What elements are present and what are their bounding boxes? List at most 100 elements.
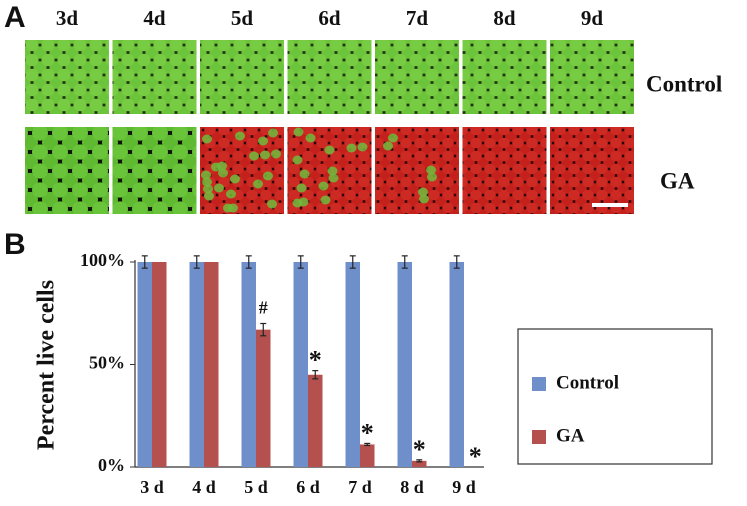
bar — [137, 262, 152, 467]
error-bar — [297, 255, 304, 269]
column-label: 7d — [406, 6, 429, 30]
green-cell — [305, 133, 316, 143]
bar — [397, 262, 412, 467]
green-cell — [346, 143, 357, 153]
micrograph — [112, 127, 197, 214]
significance-marker: * — [309, 346, 322, 375]
row-label: GA — [660, 168, 695, 193]
bar — [189, 262, 204, 467]
green-cell — [299, 169, 310, 179]
x-tick-label: 5 d — [244, 477, 268, 497]
image-grid — [25, 40, 634, 214]
x-tick-label: 9 d — [452, 477, 476, 497]
y-tick-label: 50% — [89, 353, 125, 373]
green-cell — [296, 183, 307, 193]
x-tick-label: 8 d — [400, 477, 424, 497]
bar — [293, 262, 308, 467]
micrograph — [550, 127, 634, 214]
green-cell — [203, 184, 213, 194]
green-cell — [230, 174, 240, 184]
green-cell — [263, 171, 273, 181]
green-cell — [418, 187, 428, 197]
error-bar — [401, 255, 408, 269]
micrograph — [375, 127, 459, 214]
micrograph — [25, 40, 109, 114]
column-label: 6d — [318, 6, 341, 30]
bar — [204, 262, 219, 467]
green-cell — [388, 133, 398, 143]
green-cell — [217, 161, 227, 171]
error-bar — [416, 459, 423, 463]
green-cell — [427, 172, 437, 182]
micrograph — [25, 127, 109, 214]
y-tick-label: 0% — [98, 455, 125, 475]
green-cell — [214, 183, 224, 193]
micrograph — [200, 40, 284, 114]
bar — [241, 262, 256, 467]
bar — [152, 262, 167, 467]
error-bar — [245, 255, 252, 269]
column-label: 9d — [581, 6, 604, 30]
green-cell — [267, 199, 277, 209]
green-cell — [204, 191, 214, 201]
x-tick-label: 7 d — [348, 477, 372, 497]
green-cell — [292, 198, 303, 208]
green-cell — [235, 131, 245, 141]
micrograph — [462, 127, 547, 214]
green-cell — [271, 149, 281, 159]
green-cell — [357, 142, 368, 152]
column-label: 8d — [493, 6, 516, 30]
significance-marker: * — [361, 418, 374, 447]
legend-label: GA — [556, 425, 585, 446]
bar — [360, 444, 375, 467]
legend-label: Control — [556, 372, 619, 393]
micrograph — [287, 40, 372, 114]
x-tick-label: 4 d — [192, 477, 216, 497]
significance-marker: * — [469, 442, 482, 471]
green-cell — [328, 173, 339, 183]
green-cell — [260, 150, 270, 160]
column-label: 4d — [143, 6, 166, 30]
green-cell — [249, 151, 259, 161]
error-bar — [312, 370, 319, 380]
bar — [256, 329, 271, 467]
green-cell — [268, 128, 278, 138]
error-bar — [193, 255, 200, 269]
error-bar — [453, 255, 460, 269]
green-cell — [228, 203, 238, 213]
green-cell — [218, 168, 228, 178]
green-cell — [258, 136, 268, 146]
green-cell — [226, 189, 236, 199]
error-bar — [349, 255, 356, 269]
green-cell — [202, 177, 212, 187]
x-tick-label: 6 d — [296, 477, 320, 497]
green-cell — [202, 134, 212, 144]
green-cell — [324, 145, 335, 155]
bar — [345, 262, 360, 467]
green-cell — [419, 194, 429, 204]
green-cell — [318, 181, 329, 191]
error-bar — [141, 255, 148, 269]
green-cell — [201, 170, 211, 180]
bar — [449, 262, 464, 467]
significance-marker: # — [259, 298, 268, 318]
green-cell — [253, 179, 263, 189]
bar — [308, 374, 323, 467]
green-cell — [383, 141, 393, 151]
panel-label: B — [4, 228, 26, 261]
legend-swatch — [532, 377, 546, 391]
green-cell — [293, 127, 304, 137]
bar — [412, 460, 427, 467]
green-cell — [292, 155, 303, 165]
green-cell — [327, 166, 338, 176]
legend-swatch — [532, 430, 546, 444]
panel-label: A — [4, 1, 26, 34]
y-axis-label: Percent live cells — [34, 280, 60, 450]
green-cell — [320, 195, 331, 205]
legend-box — [517, 328, 713, 465]
row-label: Control — [646, 71, 722, 96]
micrograph — [462, 40, 547, 114]
micrograph — [112, 40, 197, 114]
micrograph — [375, 40, 459, 114]
